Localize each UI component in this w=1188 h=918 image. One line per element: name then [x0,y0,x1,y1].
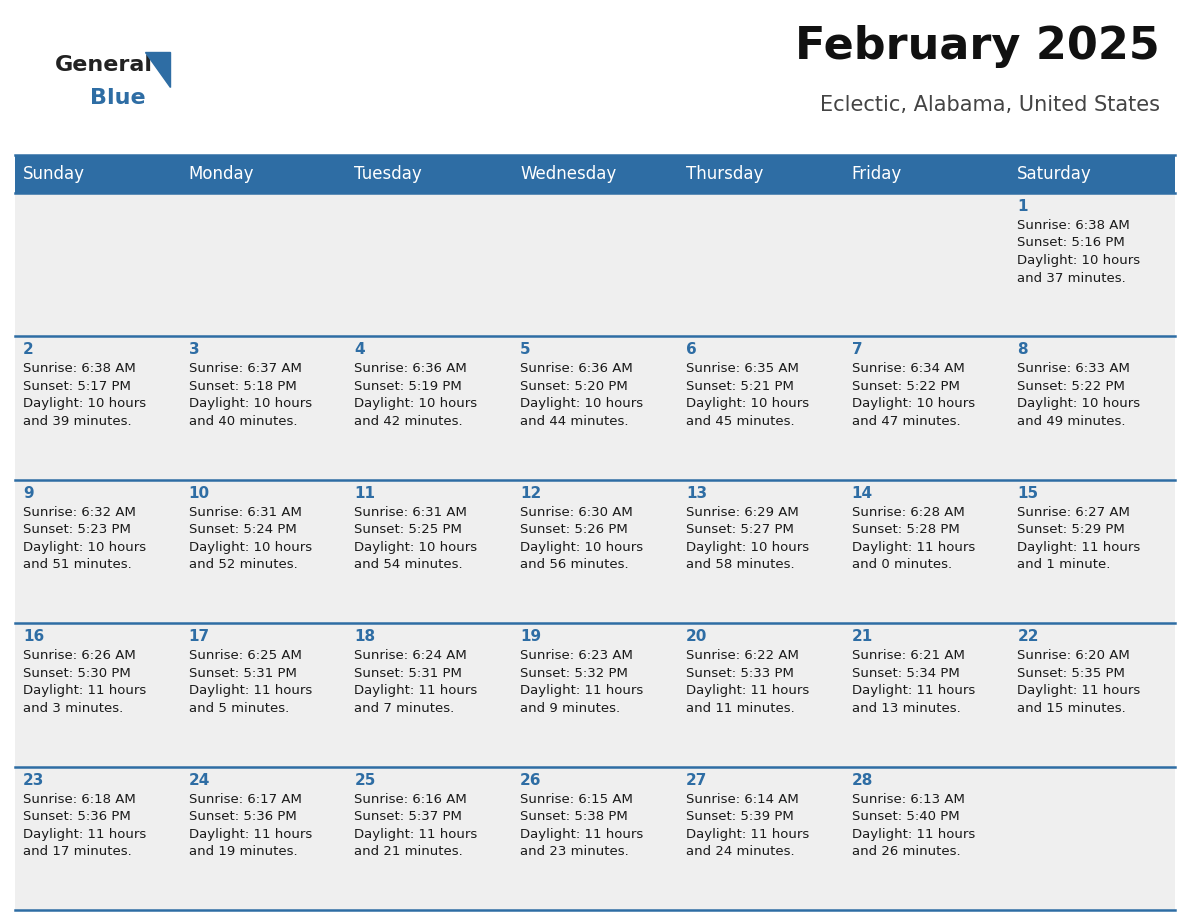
Bar [15,767,1175,910]
Text: 5: 5 [520,342,531,357]
Text: Sunrise: 6:13 AM
Sunset: 5:40 PM
Daylight: 11 hours
and 26 minutes.: Sunrise: 6:13 AM Sunset: 5:40 PM Dayligh… [852,792,975,858]
Text: February 2025: February 2025 [795,25,1159,68]
Bar [15,155,1175,193]
Text: Blue: Blue [90,88,146,108]
Text: Sunday: Sunday [23,165,86,183]
Text: 3: 3 [189,342,200,357]
Text: Sunrise: 6:22 AM
Sunset: 5:33 PM
Daylight: 11 hours
and 11 minutes.: Sunrise: 6:22 AM Sunset: 5:33 PM Dayligh… [685,649,809,715]
Text: 21: 21 [852,629,873,644]
Text: 16: 16 [23,629,44,644]
Text: 13: 13 [685,486,707,501]
Text: Sunrise: 6:34 AM
Sunset: 5:22 PM
Daylight: 10 hours
and 47 minutes.: Sunrise: 6:34 AM Sunset: 5:22 PM Dayligh… [852,363,974,428]
Text: Sunrise: 6:38 AM
Sunset: 5:17 PM
Daylight: 10 hours
and 39 minutes.: Sunrise: 6:38 AM Sunset: 5:17 PM Dayligh… [23,363,146,428]
Text: 11: 11 [354,486,375,501]
Text: Sunrise: 6:37 AM
Sunset: 5:18 PM
Daylight: 10 hours
and 40 minutes.: Sunrise: 6:37 AM Sunset: 5:18 PM Dayligh… [189,363,311,428]
Polygon shape [145,52,170,87]
Text: 23: 23 [23,773,44,788]
Text: Sunrise: 6:28 AM
Sunset: 5:28 PM
Daylight: 11 hours
and 0 minutes.: Sunrise: 6:28 AM Sunset: 5:28 PM Dayligh… [852,506,975,571]
Text: Sunrise: 6:16 AM
Sunset: 5:37 PM
Daylight: 11 hours
and 21 minutes.: Sunrise: 6:16 AM Sunset: 5:37 PM Dayligh… [354,792,478,858]
Text: 14: 14 [852,486,873,501]
Text: 19: 19 [520,629,542,644]
Text: Sunrise: 6:26 AM
Sunset: 5:30 PM
Daylight: 11 hours
and 3 minutes.: Sunrise: 6:26 AM Sunset: 5:30 PM Dayligh… [23,649,146,715]
Text: 20: 20 [685,629,707,644]
Text: 6: 6 [685,342,696,357]
Text: 26: 26 [520,773,542,788]
Text: Sunrise: 6:38 AM
Sunset: 5:16 PM
Daylight: 10 hours
and 37 minutes.: Sunrise: 6:38 AM Sunset: 5:16 PM Dayligh… [1017,219,1140,285]
Text: Wednesday: Wednesday [520,165,617,183]
Text: Sunrise: 6:18 AM
Sunset: 5:36 PM
Daylight: 11 hours
and 17 minutes.: Sunrise: 6:18 AM Sunset: 5:36 PM Dayligh… [23,792,146,858]
Text: Sunrise: 6:25 AM
Sunset: 5:31 PM
Daylight: 11 hours
and 5 minutes.: Sunrise: 6:25 AM Sunset: 5:31 PM Dayligh… [189,649,312,715]
Text: Sunrise: 6:32 AM
Sunset: 5:23 PM
Daylight: 10 hours
and 51 minutes.: Sunrise: 6:32 AM Sunset: 5:23 PM Dayligh… [23,506,146,571]
Text: Sunrise: 6:35 AM
Sunset: 5:21 PM
Daylight: 10 hours
and 45 minutes.: Sunrise: 6:35 AM Sunset: 5:21 PM Dayligh… [685,363,809,428]
Text: 2: 2 [23,342,33,357]
Bar [15,480,1175,623]
Bar [15,623,1175,767]
Text: Tuesday: Tuesday [354,165,422,183]
Text: Eclectic, Alabama, United States: Eclectic, Alabama, United States [820,95,1159,115]
Text: Sunrise: 6:15 AM
Sunset: 5:38 PM
Daylight: 11 hours
and 23 minutes.: Sunrise: 6:15 AM Sunset: 5:38 PM Dayligh… [520,792,644,858]
Text: Saturday: Saturday [1017,165,1092,183]
Text: 7: 7 [852,342,862,357]
Text: Sunrise: 6:23 AM
Sunset: 5:32 PM
Daylight: 11 hours
and 9 minutes.: Sunrise: 6:23 AM Sunset: 5:32 PM Dayligh… [520,649,644,715]
Text: Sunrise: 6:33 AM
Sunset: 5:22 PM
Daylight: 10 hours
and 49 minutes.: Sunrise: 6:33 AM Sunset: 5:22 PM Dayligh… [1017,363,1140,428]
Text: 12: 12 [520,486,542,501]
Text: Sunrise: 6:24 AM
Sunset: 5:31 PM
Daylight: 11 hours
and 7 minutes.: Sunrise: 6:24 AM Sunset: 5:31 PM Dayligh… [354,649,478,715]
Text: Sunrise: 6:14 AM
Sunset: 5:39 PM
Daylight: 11 hours
and 24 minutes.: Sunrise: 6:14 AM Sunset: 5:39 PM Dayligh… [685,792,809,858]
Text: 18: 18 [354,629,375,644]
Text: 24: 24 [189,773,210,788]
Text: 8: 8 [1017,342,1028,357]
Bar [15,193,1175,336]
Text: Sunrise: 6:30 AM
Sunset: 5:26 PM
Daylight: 10 hours
and 56 minutes.: Sunrise: 6:30 AM Sunset: 5:26 PM Dayligh… [520,506,643,571]
Text: Thursday: Thursday [685,165,763,183]
Text: 22: 22 [1017,629,1038,644]
Text: Sunrise: 6:29 AM
Sunset: 5:27 PM
Daylight: 10 hours
and 58 minutes.: Sunrise: 6:29 AM Sunset: 5:27 PM Dayligh… [685,506,809,571]
Text: 9: 9 [23,486,33,501]
Text: 4: 4 [354,342,365,357]
Bar [15,336,1175,480]
Text: Sunrise: 6:31 AM
Sunset: 5:25 PM
Daylight: 10 hours
and 54 minutes.: Sunrise: 6:31 AM Sunset: 5:25 PM Dayligh… [354,506,478,571]
Text: Sunrise: 6:31 AM
Sunset: 5:24 PM
Daylight: 10 hours
and 52 minutes.: Sunrise: 6:31 AM Sunset: 5:24 PM Dayligh… [189,506,311,571]
Text: Sunrise: 6:17 AM
Sunset: 5:36 PM
Daylight: 11 hours
and 19 minutes.: Sunrise: 6:17 AM Sunset: 5:36 PM Dayligh… [189,792,312,858]
Text: 1: 1 [1017,199,1028,214]
Text: General: General [55,55,153,75]
Text: 17: 17 [189,629,210,644]
Text: 25: 25 [354,773,375,788]
Text: Friday: Friday [852,165,902,183]
Text: 10: 10 [189,486,210,501]
Text: Monday: Monday [189,165,254,183]
Text: 15: 15 [1017,486,1038,501]
Text: Sunrise: 6:27 AM
Sunset: 5:29 PM
Daylight: 11 hours
and 1 minute.: Sunrise: 6:27 AM Sunset: 5:29 PM Dayligh… [1017,506,1140,571]
Text: Sunrise: 6:36 AM
Sunset: 5:19 PM
Daylight: 10 hours
and 42 minutes.: Sunrise: 6:36 AM Sunset: 5:19 PM Dayligh… [354,363,478,428]
Text: 28: 28 [852,773,873,788]
Text: Sunrise: 6:21 AM
Sunset: 5:34 PM
Daylight: 11 hours
and 13 minutes.: Sunrise: 6:21 AM Sunset: 5:34 PM Dayligh… [852,649,975,715]
Text: 27: 27 [685,773,707,788]
Text: Sunrise: 6:36 AM
Sunset: 5:20 PM
Daylight: 10 hours
and 44 minutes.: Sunrise: 6:36 AM Sunset: 5:20 PM Dayligh… [520,363,643,428]
Text: Sunrise: 6:20 AM
Sunset: 5:35 PM
Daylight: 11 hours
and 15 minutes.: Sunrise: 6:20 AM Sunset: 5:35 PM Dayligh… [1017,649,1140,715]
